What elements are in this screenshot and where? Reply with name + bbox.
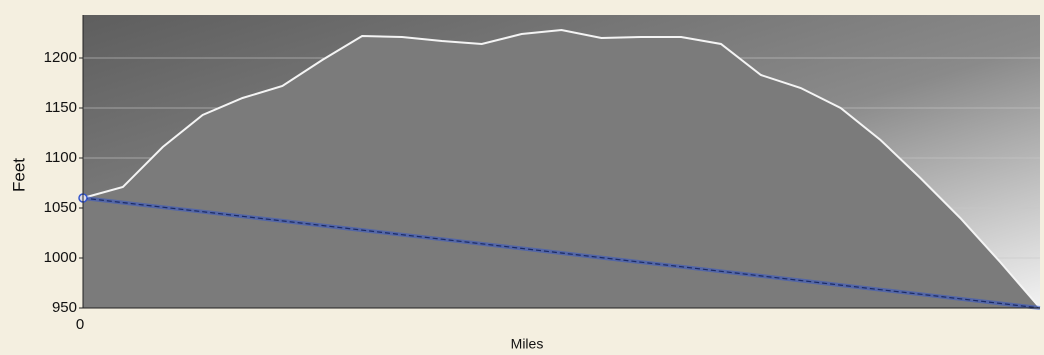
marks [78,28,1041,310]
x-tick-label: 0 [76,316,84,333]
y-axis-title: Feet [9,158,28,192]
y-tick-label: 1150 [45,99,77,116]
elevation-outline [82,28,1041,309]
grade-line-dash [82,197,1041,309]
y-tick-label: 950 [52,299,77,316]
x-axis-title: Miles [511,336,544,352]
y-tick-label: 1000 [44,249,77,266]
elevation-area [83,30,1040,308]
y-tick-label: 1100 [45,149,77,166]
y-tick-label: 1050 [44,199,77,216]
y-tick-label: 1200 [44,49,77,66]
